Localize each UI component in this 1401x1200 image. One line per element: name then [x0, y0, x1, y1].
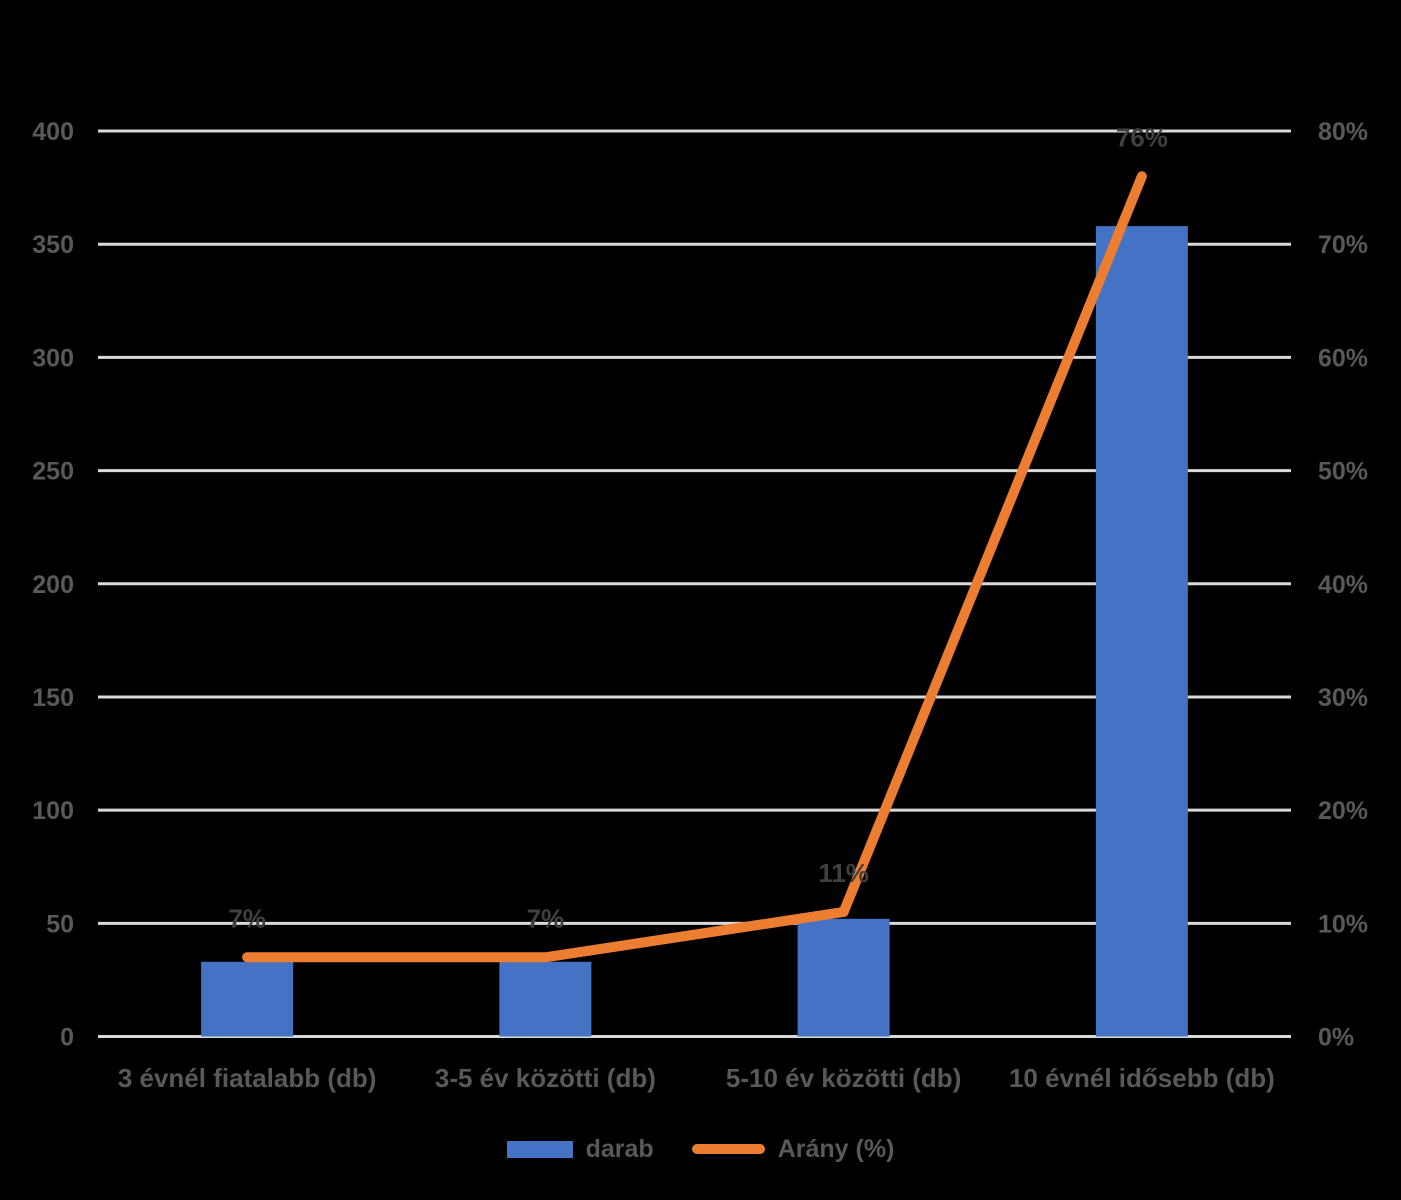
left-axis-tick-label: 200: [32, 571, 74, 599]
left-axis-tick-label: 150: [32, 684, 74, 712]
legend-item-darab: darab: [506, 1134, 654, 1163]
left-axis-tick-label: 100: [32, 797, 74, 825]
right-axis-tick-label: 80%: [1318, 118, 1368, 146]
left-axis-tick-label: 300: [32, 344, 74, 372]
right-axis-tick-label: 40%: [1318, 571, 1368, 599]
left-axis-tick-label: 250: [32, 458, 74, 486]
left-axis-tick-label: 0: [60, 1024, 74, 1052]
category-label: 5-10 év közötti (db): [726, 1063, 961, 1093]
bar-1: [499, 961, 592, 1037]
line-series-swatch-icon: [691, 1144, 765, 1154]
right-axis-tick-label: 0%: [1318, 1024, 1354, 1052]
bar-series-swatch-icon: [506, 1140, 573, 1158]
right-axis-tick-label: 20%: [1318, 797, 1368, 825]
category-label: 10 évnél idősebb (db): [1009, 1063, 1275, 1093]
legend-item-arany: Arány (%): [691, 1134, 895, 1163]
line-data-label: 11%: [818, 858, 869, 888]
right-axis-tick-label: 50%: [1318, 458, 1368, 486]
category-label: 3-5 év közötti (db): [435, 1063, 656, 1093]
right-axis-tick-label: 10%: [1318, 910, 1368, 938]
right-axis-tick-label: 30%: [1318, 684, 1368, 712]
bar-0: [201, 961, 294, 1037]
left-axis-tick-label: 400: [32, 118, 74, 146]
right-axis-tick-label: 60%: [1318, 344, 1368, 372]
bar-3: [1095, 226, 1188, 1037]
left-axis-tick-label: 350: [32, 231, 74, 259]
bar-2: [797, 918, 890, 1037]
right-axis-tick-label: 70%: [1318, 231, 1368, 259]
legend-label-arany: Arány (%): [777, 1134, 895, 1163]
line-data-label: 7%: [228, 903, 266, 933]
chart-legend: darab Arány (%): [0, 1131, 1401, 1167]
line-data-label: 76%: [1116, 122, 1168, 152]
left-axis-tick-label: 50: [46, 910, 74, 938]
ratio-line: [242, 171, 1147, 963]
line-data-label: 7%: [527, 903, 565, 933]
legend-label-darab: darab: [585, 1134, 654, 1163]
category-label: 3 évnél fiatalabb (db): [118, 1063, 377, 1093]
